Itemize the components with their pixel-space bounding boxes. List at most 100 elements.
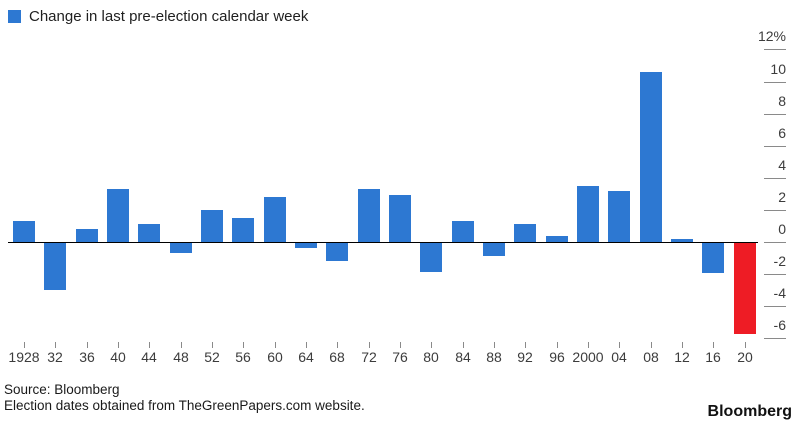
- x-axis-label: 72: [361, 349, 377, 365]
- x-axis-tick: [682, 342, 683, 348]
- y-axis-tick: [764, 178, 786, 179]
- x-axis-tick: [525, 342, 526, 348]
- y-axis-tick: [764, 146, 786, 147]
- x-axis-label: 76: [392, 349, 408, 365]
- note-text: Election dates obtained from TheGreenPap…: [4, 398, 365, 413]
- y-axis-label: -2: [773, 253, 786, 269]
- bar-16: [702, 243, 725, 274]
- x-axis-label: 20: [737, 349, 753, 365]
- x-axis-label: 92: [517, 349, 533, 365]
- x-axis-tick: [400, 342, 401, 348]
- bar-88: [482, 243, 505, 256]
- x-axis-tick: [745, 342, 746, 348]
- x-axis-tick: [431, 342, 432, 348]
- x-axis-tick: [55, 342, 56, 348]
- x-axis-label: 04: [611, 349, 627, 365]
- x-axis-label: 16: [705, 349, 721, 365]
- bar-44: [138, 224, 161, 242]
- x-axis-label: 08: [643, 349, 659, 365]
- bar-64: [294, 243, 317, 248]
- bar-40: [106, 189, 129, 242]
- legend-label: Change in last pre-election calendar wee…: [29, 8, 309, 25]
- x-axis-label: 68: [329, 349, 345, 365]
- bar-80: [420, 243, 443, 272]
- x-axis-zero-line: [8, 242, 758, 243]
- y-axis-tick: [764, 338, 786, 339]
- bar-48: [169, 243, 192, 253]
- bloomberg-logo: Bloomberg: [707, 403, 792, 420]
- y-axis-label: 4: [778, 157, 786, 173]
- bar-76: [388, 195, 411, 242]
- source-text: Source: Bloomberg: [4, 382, 120, 397]
- bar-36: [75, 229, 98, 242]
- footer: Source: Bloomberg Election dates obtaine…: [4, 382, 365, 414]
- y-axis-tick: [764, 114, 786, 115]
- y-axis-label: 2: [778, 189, 786, 205]
- bar-68: [326, 243, 349, 261]
- x-axis-tick: [463, 342, 464, 348]
- x-axis-tick: [181, 342, 182, 348]
- x-axis-label: 88: [486, 349, 502, 365]
- x-axis-tick: [149, 342, 150, 348]
- y-axis-label: 10: [770, 61, 786, 77]
- x-axis-label: 96: [549, 349, 565, 365]
- y-axis-label: -6: [773, 317, 786, 333]
- x-axis-tick: [118, 342, 119, 348]
- x-axis-label: 36: [79, 349, 95, 365]
- y-axis-label: 0: [778, 221, 786, 237]
- bar-08: [639, 71, 662, 242]
- y-axis-tick: [764, 210, 786, 211]
- x-axis-tick: [557, 342, 558, 348]
- x-axis-label: 56: [235, 349, 251, 365]
- bar-1928: [13, 221, 35, 242]
- y-axis-label: 12%: [757, 28, 786, 44]
- bar-84: [451, 221, 474, 242]
- x-axis-tick: [306, 342, 307, 348]
- x-axis-label: 32: [47, 349, 63, 365]
- x-axis-tick: [212, 342, 213, 348]
- x-axis-label: 48: [173, 349, 189, 365]
- x-axis-label: 12: [674, 349, 690, 365]
- x-axis-tick: [588, 342, 589, 348]
- x-axis-tick: [494, 342, 495, 348]
- x-axis-tick: [369, 342, 370, 348]
- x-axis-label: 40: [110, 349, 126, 365]
- bar-2000: [576, 185, 599, 242]
- y-axis-tick: [764, 306, 786, 307]
- bar-52: [200, 209, 223, 242]
- legend: Change in last pre-election calendar wee…: [8, 8, 308, 25]
- x-axis-tick: [619, 342, 620, 348]
- bar-04: [608, 190, 631, 242]
- y-axis-label: 8: [778, 93, 786, 109]
- x-axis-label: 60: [267, 349, 283, 365]
- x-axis-tick: [275, 342, 276, 348]
- bar-60: [263, 197, 286, 242]
- x-axis-tick: [337, 342, 338, 348]
- x-axis-tick: [24, 342, 25, 348]
- y-axis-tick: [764, 274, 786, 275]
- x-axis-label: 64: [298, 349, 314, 365]
- y-axis-tick: [764, 49, 786, 50]
- legend-swatch-icon: [8, 10, 21, 23]
- y-axis-label: -4: [773, 285, 786, 301]
- x-axis-tick: [651, 342, 652, 348]
- x-axis-label: 52: [204, 349, 220, 365]
- bar-96: [545, 235, 568, 242]
- y-axis-tick: [764, 82, 786, 83]
- x-axis-label: 2000: [572, 349, 604, 365]
- bar-32: [44, 243, 67, 290]
- y-axis-tick: [764, 242, 786, 243]
- bar-56: [232, 217, 255, 242]
- x-axis-label: 1928: [8, 349, 40, 365]
- x-axis-tick: [87, 342, 88, 348]
- x-axis-label: 80: [423, 349, 439, 365]
- bar-92: [514, 224, 537, 242]
- x-axis-tick: [713, 342, 714, 348]
- y-axis-label: 6: [778, 125, 786, 141]
- bar-20: [733, 243, 756, 335]
- x-axis-label: 84: [455, 349, 471, 365]
- bar-72: [357, 189, 380, 242]
- x-axis-label: 44: [141, 349, 157, 365]
